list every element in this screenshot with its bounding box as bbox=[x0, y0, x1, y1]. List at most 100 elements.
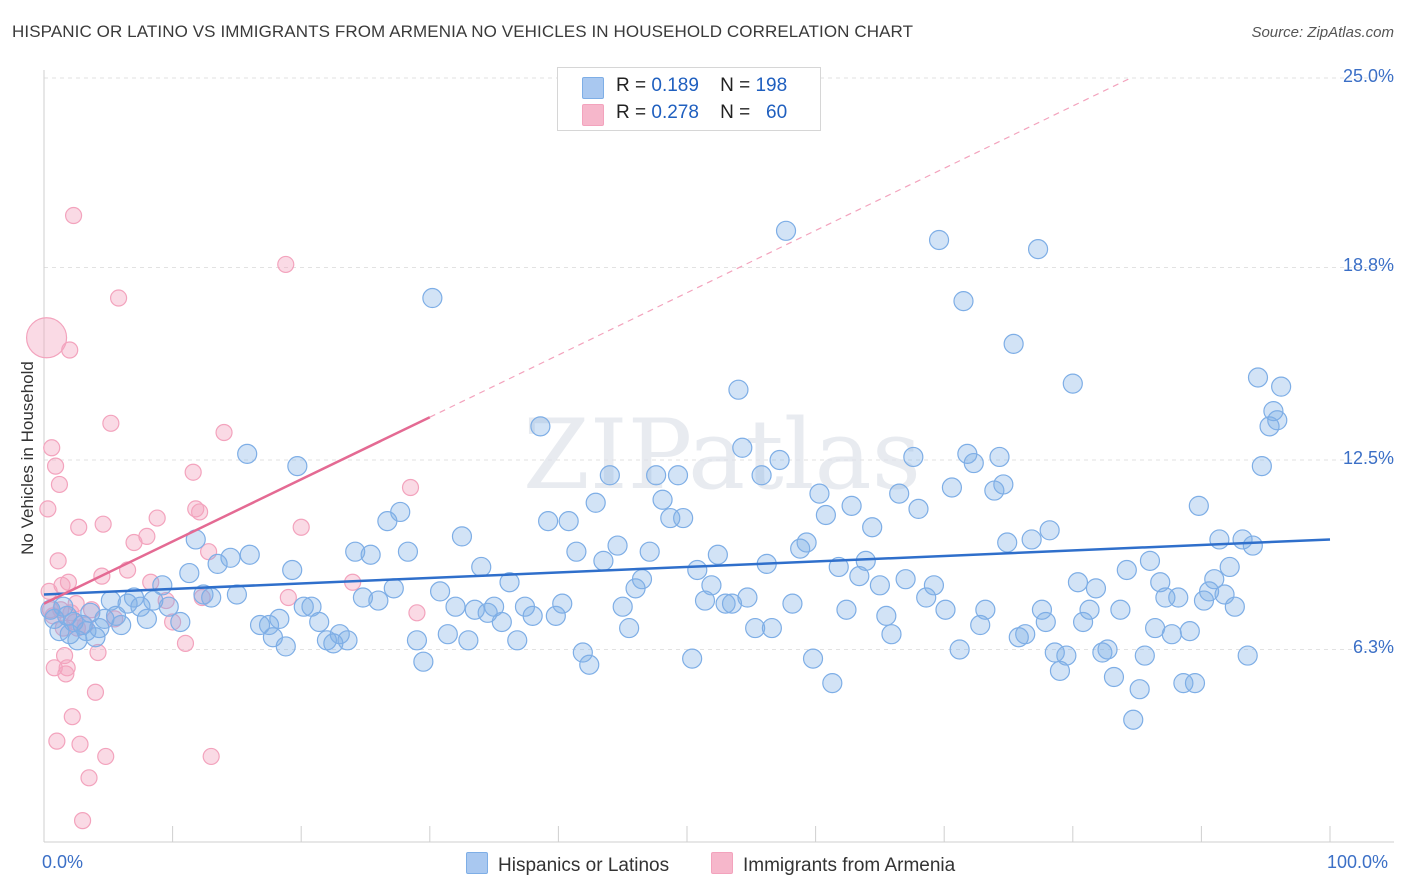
legend-r-value: 0.278 bbox=[651, 102, 699, 123]
hispanic-point-127 bbox=[889, 483, 910, 504]
hispanic-point-115 bbox=[809, 483, 830, 504]
hispanic-point-80 bbox=[579, 654, 600, 675]
hispanic-point-69 bbox=[499, 572, 520, 593]
hispanic-point-103 bbox=[732, 437, 753, 458]
hispanic-point-101 bbox=[721, 593, 743, 614]
legend-r-label: R = bbox=[616, 75, 647, 96]
trend-line-armenia-extended bbox=[429, 77, 1131, 418]
x-tick-label-max: 100.0% bbox=[1327, 852, 1389, 872]
hispanic-point-166 bbox=[1116, 559, 1137, 581]
hispanic-point-120 bbox=[841, 495, 862, 516]
armenia-point-17 bbox=[59, 573, 78, 591]
armenia-point-16 bbox=[58, 659, 76, 677]
hispanic-point-153 bbox=[1039, 520, 1060, 541]
hispanic-point-95 bbox=[682, 648, 703, 669]
hispanic-point-141 bbox=[975, 599, 996, 620]
hispanic-point-30 bbox=[220, 547, 241, 568]
hispanic-point-91 bbox=[652, 489, 673, 510]
hispanic-point-99 bbox=[707, 544, 728, 565]
armenia-point-47 bbox=[184, 463, 202, 481]
hispanic-point-8 bbox=[72, 614, 93, 636]
hispanic-point-175 bbox=[1168, 587, 1189, 608]
hispanic-point-140 bbox=[970, 614, 991, 636]
trend-line-armenia bbox=[43, 416, 431, 605]
hispanic-point-12 bbox=[89, 617, 110, 639]
hispanic-point-56 bbox=[406, 630, 428, 651]
hispanic-point-94 bbox=[673, 507, 694, 529]
hispanic-point-58 bbox=[422, 287, 443, 309]
hispanic-point-130 bbox=[908, 498, 929, 519]
armenia-point-18 bbox=[61, 341, 79, 359]
legend-n-value: 198 bbox=[755, 75, 788, 96]
armenia-point-10 bbox=[50, 475, 69, 494]
armenia-point-21 bbox=[64, 206, 83, 225]
legend-text-armenia: R = 0.278 N = 60 bbox=[616, 102, 787, 124]
armenia-point-35 bbox=[97, 747, 115, 766]
hispanic-point-144 bbox=[993, 474, 1014, 495]
hispanic-point-88 bbox=[631, 569, 653, 590]
hispanic-point-16 bbox=[111, 614, 132, 636]
hispanic-point-75 bbox=[545, 605, 566, 626]
hispanic-point-31 bbox=[226, 584, 247, 605]
axes bbox=[43, 70, 1394, 843]
hispanic-point-54 bbox=[390, 501, 411, 523]
hispanic-point-37 bbox=[269, 608, 290, 630]
source-label: Source: ZipAtlas.com bbox=[1251, 24, 1394, 41]
hispanic-point-146 bbox=[1003, 333, 1024, 354]
hispanic-point-143 bbox=[989, 446, 1010, 468]
hispanic-point-113 bbox=[796, 532, 817, 553]
hispanic-point-63 bbox=[458, 630, 479, 651]
hispanic-point-29 bbox=[207, 553, 228, 575]
hispanic-point-81 bbox=[585, 492, 606, 513]
hispanic-point-73 bbox=[530, 416, 551, 437]
hispanic-point-160 bbox=[1079, 599, 1100, 620]
hispanic-point-185 bbox=[1219, 556, 1240, 578]
bottom-legend-swatch-hispanic bbox=[466, 852, 488, 874]
armenia-point-25 bbox=[70, 518, 88, 536]
armenia-point-45 bbox=[164, 613, 182, 631]
hispanic-point-105 bbox=[745, 617, 766, 639]
hispanic-point-24 bbox=[170, 611, 191, 633]
armenia-point-27 bbox=[73, 812, 92, 830]
hispanic-point-104 bbox=[737, 587, 758, 608]
bottom-legend-armenia: Immigrants from Armenia bbox=[711, 852, 955, 877]
hispanic-point-134 bbox=[935, 599, 956, 620]
hispanic-point-188 bbox=[1237, 645, 1258, 666]
hispanic-point-55 bbox=[397, 541, 419, 562]
armenia-point-46 bbox=[176, 634, 195, 652]
hispanic-point-51 bbox=[368, 590, 389, 611]
armenia-point-29 bbox=[80, 769, 98, 787]
trend-line-hispanic bbox=[43, 538, 1331, 596]
armenia-point-54 bbox=[277, 255, 295, 274]
hispanic-point-90 bbox=[646, 465, 667, 486]
bottom-legend-swatch-armenia bbox=[711, 852, 733, 874]
hispanic-point-100 bbox=[715, 593, 736, 614]
hispanic-point-97 bbox=[694, 590, 716, 611]
hispanic-point-172 bbox=[1150, 572, 1171, 593]
hispanic-point-183 bbox=[1209, 529, 1230, 550]
hispanic-point-158 bbox=[1067, 572, 1089, 593]
hispanic-point-93 bbox=[667, 465, 689, 486]
hispanic-point-78 bbox=[566, 541, 587, 562]
armenia-point-4 bbox=[43, 439, 61, 457]
hispanic-point-28 bbox=[201, 587, 222, 608]
hispanic-point-74 bbox=[538, 511, 559, 532]
hispanic-point-82 bbox=[593, 550, 614, 571]
hispanic-point-60 bbox=[437, 624, 458, 645]
hispanic-point-163 bbox=[1097, 639, 1118, 660]
hispanic-point-157 bbox=[1062, 373, 1083, 394]
hispanic-point-61 bbox=[445, 596, 466, 617]
watermark: ZIPatlas bbox=[523, 399, 921, 511]
hispanic-point-57 bbox=[413, 651, 434, 672]
hispanic-point-25 bbox=[179, 562, 200, 584]
hispanic-point-50 bbox=[360, 544, 381, 565]
bottom-legend-label-hispanic: Hispanics or Latinos bbox=[498, 855, 670, 876]
y-tick-label-2: 18.8% bbox=[1342, 255, 1394, 276]
armenia-point-15 bbox=[57, 665, 75, 683]
armenia-point-9 bbox=[49, 552, 67, 570]
hispanic-point-119 bbox=[836, 599, 857, 620]
hispanic-point-89 bbox=[639, 541, 660, 562]
armenia-point-0 bbox=[25, 317, 68, 359]
hispanic-point-43 bbox=[309, 611, 330, 633]
